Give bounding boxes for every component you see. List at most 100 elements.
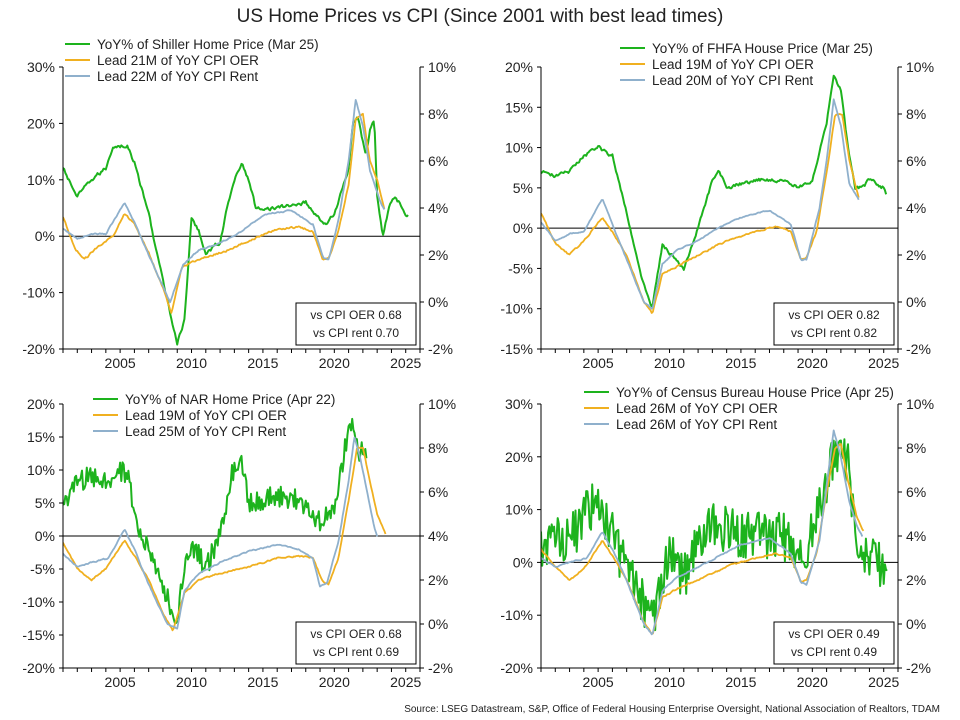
correlation-box xyxy=(295,302,417,346)
right-tick-label: 2% xyxy=(906,247,926,263)
series-line-cpi-rent xyxy=(541,429,864,636)
right-tick-label: 10% xyxy=(428,59,456,75)
x-tick-label: 2015 xyxy=(725,355,756,371)
right-tick-label: 10% xyxy=(906,59,934,75)
left-tick-label: 20% xyxy=(505,59,533,75)
left-tick-label: -20% xyxy=(22,341,55,357)
right-tick-label: 2% xyxy=(428,572,448,588)
source-note: Source: LSEG Datastream, S&P, Office of … xyxy=(404,704,940,715)
x-tick-label: 2020 xyxy=(319,674,350,690)
legend-label: YoY% of FHFA House Price (Mar 25) xyxy=(652,41,873,56)
right-tick-label: 8% xyxy=(428,106,448,122)
left-tick-label: -15% xyxy=(22,627,55,643)
left-tick-label: -15% xyxy=(500,341,533,357)
right-tick-label: 0% xyxy=(428,294,448,310)
right-tick-label: 6% xyxy=(428,484,448,500)
correlation-label: vs CPI rent 0.49 xyxy=(791,645,877,659)
correlation-label: vs CPI rent 0.69 xyxy=(313,645,399,659)
left-tick-label: 20% xyxy=(505,449,533,465)
left-tick-label: 20% xyxy=(27,396,55,412)
x-tick-label: 2015 xyxy=(247,355,278,371)
legend-label: Lead 25M of YoY CPI Rent xyxy=(125,424,286,439)
right-tick-label: 6% xyxy=(906,484,926,500)
chart-panel-fhfa: -15% -10% -5% 0% 5% 10% 15% 20% -2% 0% 2% 4% 6% 8% 10%… xyxy=(500,41,934,371)
right-tick-label: -2% xyxy=(428,660,453,676)
chart-panel-shiller: -20% -10% 0% 10% 20% 30% -2% 0% 2% 4% 6% 8% 10% 2005 2… xyxy=(22,37,456,371)
right-tick-label: 6% xyxy=(906,153,926,169)
x-tick-label: 2025 xyxy=(868,355,899,371)
left-tick-label: 15% xyxy=(27,429,55,445)
right-tick-label: 4% xyxy=(906,200,926,216)
left-tick-label: 10% xyxy=(505,140,533,156)
left-tick-label: 30% xyxy=(27,59,55,75)
x-tick-label: 2005 xyxy=(105,355,136,371)
left-tick-label: -10% xyxy=(22,285,55,301)
left-tick-label: 0% xyxy=(513,554,533,570)
correlation-label: vs CPI OER 0.82 xyxy=(788,308,880,322)
correlation-label: vs CPI rent 0.70 xyxy=(313,326,399,340)
x-tick-label: 2010 xyxy=(176,355,207,371)
x-tick-label: 2005 xyxy=(583,355,614,371)
left-tick-label: -10% xyxy=(500,607,533,623)
series-line-cpi-oer xyxy=(63,112,386,314)
left-tick-label: -5% xyxy=(30,561,55,577)
correlation-label: vs CPI OER 0.49 xyxy=(788,627,880,641)
legend-label: Lead 19M of YoY CPI OER xyxy=(652,57,814,72)
left-tick-label: -10% xyxy=(500,301,533,317)
legend-label: Lead 26M of YoY CPI Rent xyxy=(616,417,777,432)
series-line-cpi-rent xyxy=(63,99,386,304)
right-tick-label: 0% xyxy=(906,616,926,632)
x-tick-label: 2010 xyxy=(654,355,685,371)
correlation-box xyxy=(773,302,895,346)
legend-label: Lead 21M of YoY CPI OER xyxy=(97,53,259,68)
series-line-cpi-oer xyxy=(63,446,387,632)
x-tick-label: 2025 xyxy=(390,674,421,690)
right-tick-label: -2% xyxy=(906,660,931,676)
legend-label: YoY% of Shiller Home Price (Mar 25) xyxy=(97,37,319,52)
right-tick-label: 4% xyxy=(428,200,448,216)
left-tick-label: 15% xyxy=(505,99,533,115)
x-tick-label: 2025 xyxy=(390,355,421,371)
x-tick-label: 2010 xyxy=(176,674,207,690)
right-tick-label: -2% xyxy=(428,341,453,357)
left-tick-label: 0% xyxy=(35,228,55,244)
series-line-home-price xyxy=(541,74,888,308)
series-line-cpi-oer xyxy=(541,443,865,635)
x-tick-label: 2015 xyxy=(725,674,756,690)
series-line-home-price xyxy=(541,438,888,632)
right-tick-label: 2% xyxy=(428,247,448,263)
legend-label: Lead 19M of YoY CPI OER xyxy=(125,408,287,423)
left-tick-label: 0% xyxy=(35,528,55,544)
right-tick-label: 10% xyxy=(906,396,934,412)
left-tick-label: 5% xyxy=(513,180,533,196)
series-line-cpi-rent xyxy=(63,436,379,630)
right-tick-label: 10% xyxy=(428,396,456,412)
left-tick-label: -20% xyxy=(500,660,533,676)
left-tick-label: 20% xyxy=(27,115,55,131)
correlation-box xyxy=(295,621,417,665)
right-tick-label: -2% xyxy=(906,341,931,357)
correlation-label: vs CPI rent 0.82 xyxy=(791,326,877,340)
legend-label: YoY% of Census Bureau House Price (Apr 2… xyxy=(616,385,894,400)
x-tick-label: 2020 xyxy=(319,355,350,371)
right-tick-label: 2% xyxy=(906,572,926,588)
right-tick-label: 4% xyxy=(906,528,926,544)
chart-panel-nar: -20% -15% -10% -5% 0% 5% 10% 15% 20% -2% 0% 2% 4% 6% 8… xyxy=(22,392,456,690)
chart-panel-census: -20% -10% 0% 10% 20% 30% -2% 0% 2% 4% 6% 8% 10% 2005 2… xyxy=(500,385,934,690)
left-tick-label: -5% xyxy=(508,260,533,276)
legend-label: Lead 22M of YoY CPI Rent xyxy=(97,69,258,84)
left-tick-label: 10% xyxy=(27,462,55,478)
left-tick-label: 30% xyxy=(505,396,533,412)
left-tick-label: 10% xyxy=(505,502,533,518)
legend-label: Lead 20M of YoY CPI Rent xyxy=(652,73,813,88)
right-tick-label: 8% xyxy=(906,440,926,456)
correlation-label: vs CPI OER 0.68 xyxy=(310,627,402,641)
x-tick-label: 2010 xyxy=(654,674,685,690)
right-tick-label: 0% xyxy=(906,294,926,310)
right-tick-label: 8% xyxy=(428,440,448,456)
series-line-cpi-rent xyxy=(541,98,860,310)
series-line-cpi-oer xyxy=(541,113,860,314)
x-tick-label: 2005 xyxy=(583,674,614,690)
legend-label: Lead 26M of YoY CPI OER xyxy=(616,401,778,416)
